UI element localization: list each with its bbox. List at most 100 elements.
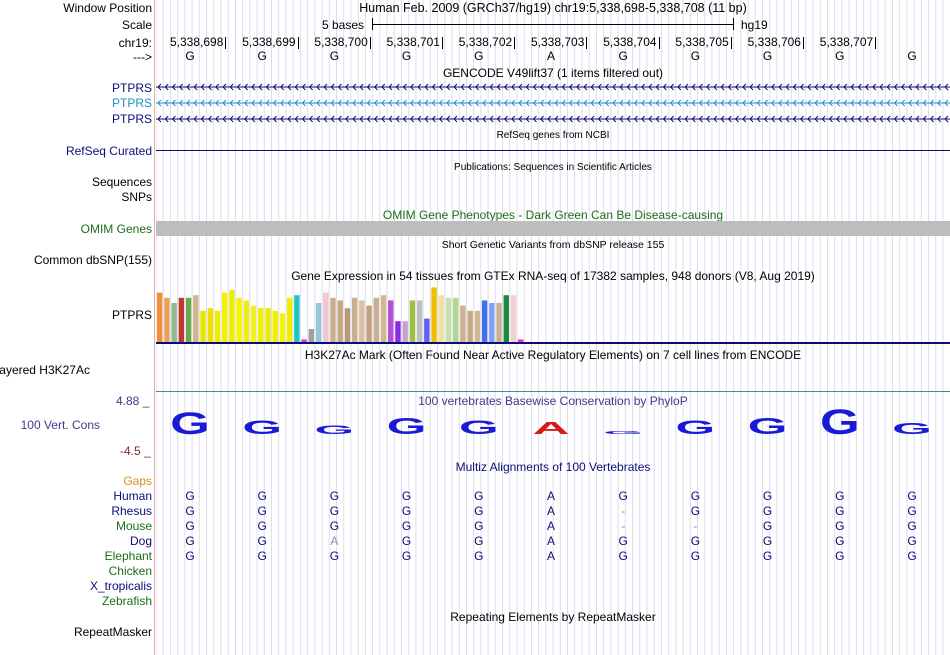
- strand-chevron: [756, 115, 761, 123]
- gtex-tissue-bar: [294, 295, 300, 342]
- strand-chevron: [662, 83, 667, 91]
- species-label[interactable]: Elephant: [104, 549, 152, 563]
- gtex-tissue-bar: [409, 300, 416, 342]
- strand-chevron: [460, 83, 465, 91]
- base-letter: G: [835, 49, 845, 63]
- omim-label[interactable]: OMIM Genes: [80, 222, 152, 236]
- strand-chevron: [186, 115, 191, 123]
- aligned-base: G: [618, 489, 628, 503]
- strand-chevron: [424, 115, 429, 123]
- strand-chevron: [229, 99, 234, 107]
- strand-chevron: [626, 83, 631, 91]
- strand-chevron: [662, 115, 667, 123]
- species-label[interactable]: Human: [113, 489, 152, 503]
- base-letter: G: [185, 49, 195, 63]
- species-label[interactable]: Zebrafish: [101, 594, 152, 608]
- pubs-label-snps[interactable]: SNPs: [121, 190, 152, 204]
- pubs-label-sequences[interactable]: Sequences: [91, 175, 152, 189]
- gtex-bar-chart[interactable]: [156, 282, 950, 346]
- gtex-tissue-bar: [171, 303, 177, 342]
- strand-chevron: [691, 99, 696, 107]
- aligned-base: G: [474, 519, 484, 533]
- refseq-gene-line[interactable]: [156, 150, 950, 151]
- strand-chevron: [359, 115, 364, 123]
- species-alignment-row[interactable]: [156, 579, 950, 593]
- gtex-baseline: [156, 342, 950, 344]
- strand-chevron: [518, 83, 523, 91]
- species-label[interactable]: X_tropicalis: [89, 579, 152, 593]
- strand-chevron: [785, 99, 790, 107]
- strand-chevron: [193, 83, 198, 91]
- gtex-label[interactable]: PTPRS: [111, 308, 152, 322]
- strand-chevron: [655, 99, 660, 107]
- cons-label[interactable]: 100 Vert. Cons: [20, 418, 100, 432]
- species-label[interactable]: Chicken: [108, 564, 152, 578]
- strand-chevron: [164, 83, 169, 91]
- strand-chevron: [886, 83, 891, 91]
- strand-chevron: [792, 99, 797, 107]
- strand-chevron: [756, 99, 761, 107]
- strand-chevron: [655, 83, 660, 91]
- gaps-label[interactable]: Gaps: [123, 474, 152, 488]
- gencode-transcripts[interactable]: [156, 82, 950, 124]
- strand-chevron: [706, 83, 711, 91]
- strand-chevron: [474, 115, 480, 123]
- species-label[interactable]: Rhesus: [111, 504, 152, 518]
- strand-chevron: [308, 115, 313, 123]
- gencode-label-3[interactable]: PTPRS: [111, 112, 152, 126]
- species-label[interactable]: Dog: [129, 534, 152, 548]
- gencode-label-1[interactable]: PTPRS: [111, 81, 152, 95]
- strand-chevron: [323, 99, 328, 107]
- refseq-label[interactable]: RefSeq Curated: [65, 144, 152, 158]
- strand-chevron: [496, 83, 501, 91]
- strand-chevron: [612, 115, 617, 123]
- repeatmasker-label[interactable]: RepeatMasker: [73, 625, 152, 639]
- omim-phenotype-bar[interactable]: [156, 221, 950, 236]
- gtex-tissue-bar: [164, 297, 170, 342]
- species-alignment-row[interactable]: [156, 594, 950, 608]
- strand-chevron: [157, 115, 162, 123]
- strand-chevron: [944, 115, 949, 123]
- strand-chevron: [243, 99, 248, 107]
- gtex-tissue-bar: [337, 300, 343, 342]
- species-alignment-row[interactable]: [156, 564, 950, 578]
- strand-chevron: [684, 99, 689, 107]
- gtex-tissue-bar: [445, 297, 452, 342]
- cons-letter: G: [820, 408, 860, 440]
- strand-chevron: [734, 99, 739, 107]
- scale-value: 5 bases: [322, 18, 365, 32]
- strand-chevron: [229, 115, 234, 123]
- strand-chevron: [554, 99, 559, 107]
- strand-chevron: [547, 83, 552, 91]
- strand-chevron: [554, 83, 559, 91]
- strand-chevron: [316, 83, 321, 91]
- h3k27ac-label[interactable]: Layered H3K27Ac: [0, 363, 90, 377]
- strand-chevron: [778, 115, 783, 123]
- aligned-base: -: [621, 519, 626, 533]
- gtex-tissue-bar: [272, 310, 278, 342]
- strand-chevron: [164, 99, 169, 107]
- species-label[interactable]: Mouse: [115, 519, 152, 533]
- coordinate-tick: 5,338,700: [314, 35, 371, 49]
- gtex-tissue-bar: [373, 297, 379, 342]
- strand-chevron: [879, 83, 884, 91]
- gtex-tissue-bar: [221, 292, 228, 342]
- repeatmasker-track-title: Repeating Elements by RepeatMasker: [450, 610, 656, 624]
- gencode-label-2[interactable]: PTPRS: [111, 96, 152, 110]
- strand-chevron: [503, 115, 508, 123]
- aligned-base: G: [474, 549, 484, 563]
- strand-chevron: [280, 115, 285, 123]
- strand-chevron: [373, 99, 378, 107]
- h3k27ac-signal-line[interactable]: [156, 391, 950, 392]
- strand-chevron: [835, 83, 841, 91]
- dbsnp-label[interactable]: Common dbSNP(155): [33, 253, 152, 267]
- strand-chevron: [489, 83, 494, 91]
- gtex-tissue-bar: [236, 297, 242, 342]
